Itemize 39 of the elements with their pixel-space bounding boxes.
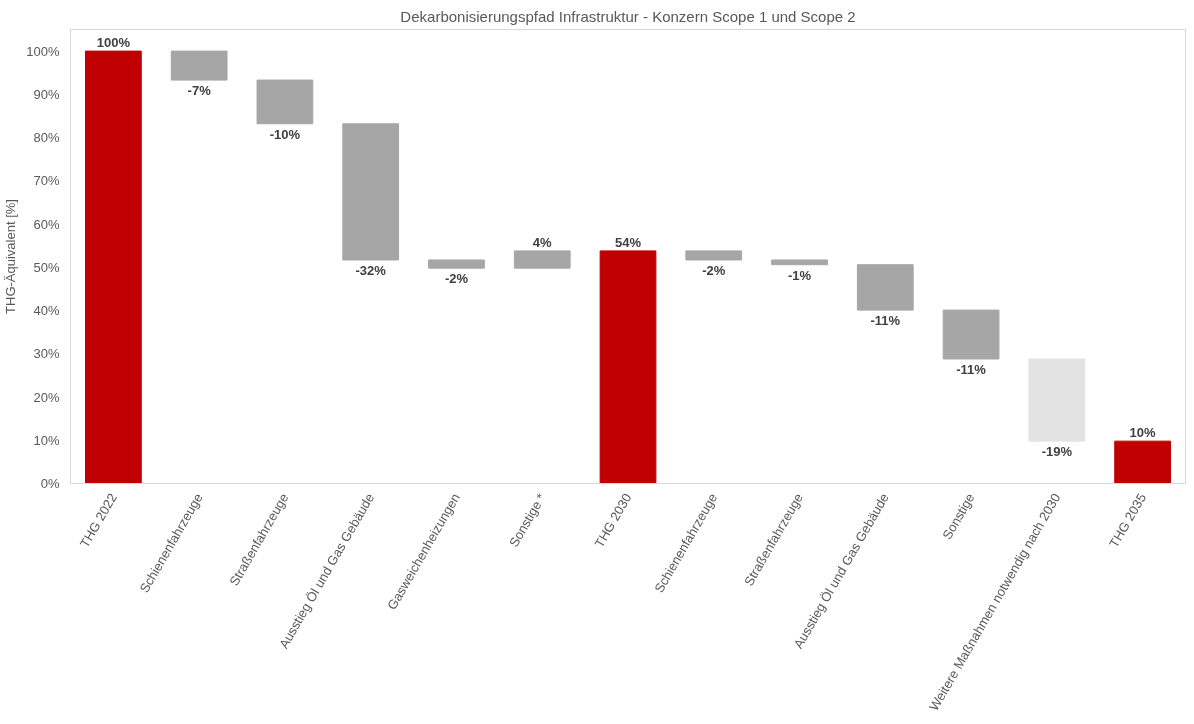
data-label: -2% xyxy=(444,271,469,287)
bar xyxy=(856,264,914,311)
y-tick-label: 50% xyxy=(33,259,60,275)
bar xyxy=(1114,440,1171,484)
bar xyxy=(685,250,743,261)
bar xyxy=(599,250,657,484)
data-label: 4% xyxy=(532,234,553,250)
data-label: -2% xyxy=(702,262,726,278)
y-tick-label: 30% xyxy=(33,346,60,362)
data-label: -19% xyxy=(1041,444,1073,460)
y-tick-label: 90% xyxy=(33,86,60,102)
data-label: -10% xyxy=(269,126,301,142)
bar xyxy=(256,79,314,125)
chart-title: Dekarbonisierungspfad Infrastruktur - Konzern Scope 1 und Scope 2 xyxy=(400,7,856,25)
y-tick-label: 40% xyxy=(33,303,60,319)
y-tick-label: 20% xyxy=(33,389,60,405)
data-label: 100% xyxy=(96,35,131,51)
bar xyxy=(170,50,228,81)
y-tick-label: 100% xyxy=(26,43,60,59)
data-label: -11% xyxy=(956,361,987,377)
y-tick-label: 10% xyxy=(33,432,60,448)
bar xyxy=(771,259,828,266)
y-tick-label: 80% xyxy=(33,130,60,146)
y-tick-label: 0% xyxy=(40,476,60,491)
data-label: 10% xyxy=(1129,425,1157,441)
bar xyxy=(428,259,485,269)
bar xyxy=(342,123,400,261)
y-tick-label: 70% xyxy=(33,173,60,189)
y-axis-title: THG-Äquivalent [%] xyxy=(3,199,19,314)
data-label: -7% xyxy=(187,83,212,99)
data-label: 54% xyxy=(614,234,642,250)
bar xyxy=(1028,358,1086,442)
data-label: -11% xyxy=(870,313,901,329)
data-label: -32% xyxy=(355,262,387,278)
bar xyxy=(85,50,142,484)
data-label: -1% xyxy=(787,267,812,283)
bar xyxy=(942,309,1000,360)
bar xyxy=(513,250,571,269)
y-tick-label: 60% xyxy=(33,216,60,232)
